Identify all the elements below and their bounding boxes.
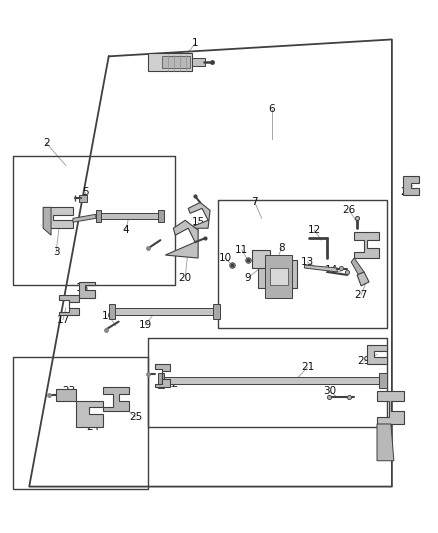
Polygon shape <box>43 207 73 228</box>
Text: 31: 31 <box>380 446 394 456</box>
Polygon shape <box>357 272 369 286</box>
Polygon shape <box>213 304 220 319</box>
Polygon shape <box>367 344 387 365</box>
Text: 9: 9 <box>244 273 251 283</box>
Polygon shape <box>159 377 381 384</box>
Text: 2: 2 <box>43 138 49 148</box>
Text: 8: 8 <box>278 243 285 253</box>
Polygon shape <box>252 250 270 268</box>
Polygon shape <box>377 424 394 461</box>
Polygon shape <box>79 282 95 298</box>
Polygon shape <box>159 373 164 388</box>
Text: 30: 30 <box>323 386 336 396</box>
Polygon shape <box>73 214 96 222</box>
Text: 29: 29 <box>357 357 371 366</box>
Polygon shape <box>103 387 129 411</box>
Polygon shape <box>188 203 210 228</box>
Polygon shape <box>76 401 103 427</box>
Polygon shape <box>155 365 170 387</box>
Text: 23: 23 <box>62 386 76 396</box>
Polygon shape <box>56 389 76 401</box>
Polygon shape <box>377 391 404 424</box>
Polygon shape <box>79 196 87 203</box>
Text: 20: 20 <box>179 273 192 283</box>
Text: 14: 14 <box>325 265 338 275</box>
Text: 7: 7 <box>251 197 258 207</box>
Text: 19: 19 <box>139 320 152 329</box>
Polygon shape <box>351 258 364 276</box>
Text: 27: 27 <box>354 290 368 300</box>
Text: 18: 18 <box>76 283 89 293</box>
Polygon shape <box>304 265 337 272</box>
Text: 16: 16 <box>102 311 115 321</box>
Polygon shape <box>43 207 51 235</box>
Text: 22: 22 <box>166 379 179 389</box>
Text: 6: 6 <box>268 104 275 114</box>
Polygon shape <box>165 220 198 258</box>
Polygon shape <box>258 260 297 288</box>
Polygon shape <box>109 308 215 314</box>
Polygon shape <box>270 268 288 285</box>
Text: 17: 17 <box>57 314 70 325</box>
Polygon shape <box>159 211 164 222</box>
Polygon shape <box>96 213 160 219</box>
Polygon shape <box>379 373 387 388</box>
Polygon shape <box>265 255 292 298</box>
Polygon shape <box>354 232 379 258</box>
Text: 10: 10 <box>219 253 232 263</box>
Text: 24: 24 <box>86 422 99 432</box>
Text: 13: 13 <box>301 257 314 267</box>
Text: 11: 11 <box>235 245 248 255</box>
Text: 1: 1 <box>192 38 198 49</box>
Text: 15: 15 <box>191 217 205 227</box>
Polygon shape <box>192 58 205 66</box>
Polygon shape <box>162 56 190 68</box>
Text: 3: 3 <box>53 247 60 257</box>
Text: 21: 21 <box>301 362 314 373</box>
Text: 5: 5 <box>82 188 89 197</box>
Text: 12: 12 <box>308 225 321 235</box>
Polygon shape <box>148 53 192 71</box>
Text: 26: 26 <box>343 205 356 215</box>
Polygon shape <box>96 211 101 222</box>
Polygon shape <box>109 304 115 319</box>
Polygon shape <box>403 175 419 196</box>
Text: 25: 25 <box>129 412 142 422</box>
Text: 28: 28 <box>400 188 413 197</box>
Polygon shape <box>59 295 79 314</box>
Text: 4: 4 <box>122 225 129 235</box>
